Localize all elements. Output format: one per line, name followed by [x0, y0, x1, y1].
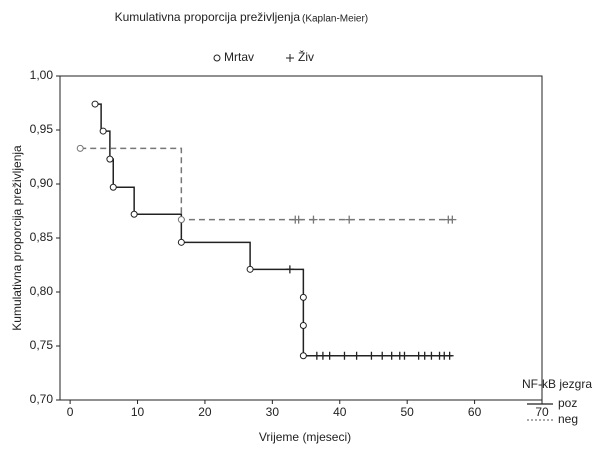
x-tick-label: 60 [468, 405, 482, 419]
y-tick-label: 0,85 [30, 230, 54, 244]
plot-frame [59, 75, 543, 401]
censor-marker [340, 351, 349, 360]
y-tick-label: 1,00 [30, 68, 54, 82]
legend-label: poz [558, 396, 577, 410]
legend-label: neg [558, 412, 578, 426]
y-tick-label: 0,70 [30, 392, 54, 406]
event-marker [109, 183, 117, 191]
censor-marker [448, 215, 457, 224]
censor-marker [309, 215, 318, 224]
event-marker [130, 210, 138, 218]
x-tick-label: 70 [535, 405, 549, 419]
censor-marker [367, 351, 376, 360]
x-tick-label: 10 [131, 405, 145, 419]
y-tick-label: 0,75 [30, 338, 54, 352]
censor-marker [294, 215, 303, 224]
legend-label: Živ [298, 49, 314, 64]
legend-marker [286, 54, 294, 62]
event-marker [91, 100, 99, 108]
x-tick-label: 30 [266, 405, 280, 419]
event-marker [177, 216, 185, 224]
censor-marker [427, 351, 436, 360]
x-tick-label: 40 [333, 405, 347, 419]
legend-title: NF-kB jezgra [522, 377, 592, 391]
y-tick-label: 0,80 [30, 284, 54, 298]
legend-label: Mrtav [224, 50, 254, 64]
event-marker [99, 127, 107, 135]
x-axis-label: Vrijeme (mjeseci) [259, 430, 351, 444]
censor-marker [345, 215, 354, 224]
y-axis-label: Kumulativna proporcija preživljenja [10, 145, 24, 331]
chart-subtitle: (Kaplan-Meier) [302, 14, 368, 25]
event-marker [106, 155, 114, 163]
x-tick-label: 20 [198, 405, 212, 419]
censor-marker [445, 351, 454, 360]
survival-curve [95, 103, 453, 357]
event-marker [299, 352, 307, 360]
legend-marker [213, 54, 221, 62]
censor-marker [400, 351, 409, 360]
censor-marker [387, 351, 396, 360]
y-tick-label: 0,90 [30, 176, 54, 190]
censor-marker [318, 351, 327, 360]
censor-marker [420, 351, 429, 360]
event-marker [177, 238, 185, 246]
event-marker [299, 321, 307, 329]
censor-marker [352, 351, 361, 360]
censor-marker [285, 265, 294, 274]
x-tick-label: 50 [400, 405, 414, 419]
x-tick-label: 0 [67, 405, 74, 419]
event-marker [76, 144, 84, 152]
y-tick-label: 0,95 [30, 122, 54, 136]
event-marker [246, 265, 254, 273]
survival-curve [80, 147, 453, 221]
censor-marker [378, 351, 387, 360]
event-marker [299, 293, 307, 301]
chart-title: Kumulativna proporcija preživljenja [115, 10, 301, 24]
censor-marker [325, 351, 334, 360]
